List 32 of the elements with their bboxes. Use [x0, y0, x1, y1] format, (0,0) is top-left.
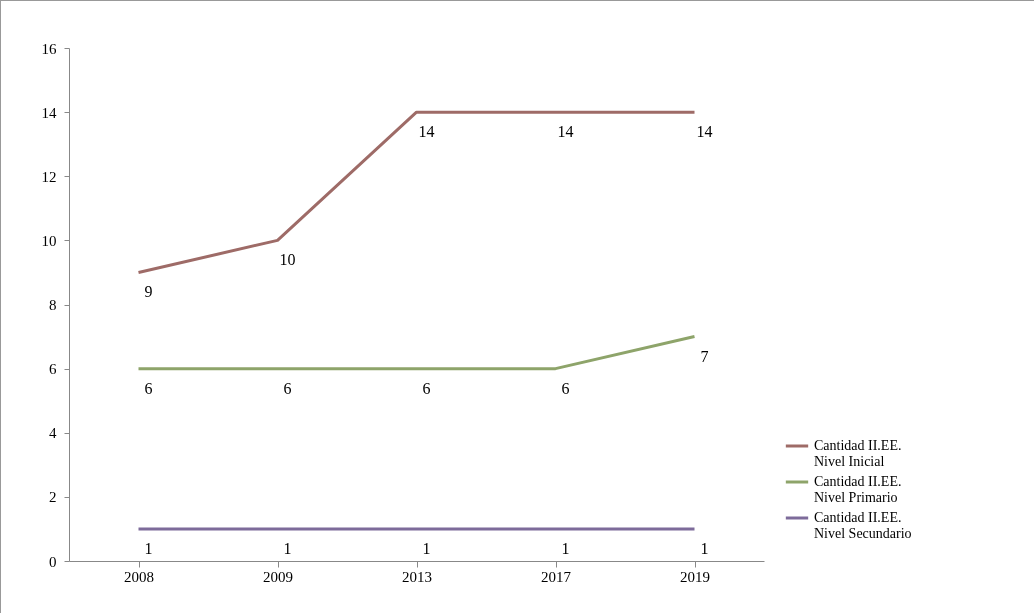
data-label: 14: [418, 123, 435, 141]
y-tick-label: 14: [41, 104, 57, 121]
data-label: 1: [283, 539, 292, 557]
data-label: 6: [422, 379, 431, 397]
y-tick-label: 6: [49, 361, 57, 378]
data-label: 1: [561, 539, 570, 557]
y-tick-label: 2: [49, 489, 57, 506]
data-label: 6: [144, 379, 153, 397]
legend-label: Cantidad II.EE. Nivel Secundario: [814, 510, 912, 541]
x-tick-label: 2019: [680, 568, 710, 585]
y-tick-label: 16: [41, 40, 57, 57]
data-label: 9: [144, 283, 153, 301]
legend-label: Cantidad II.EE. Nivel Primario: [814, 474, 902, 505]
y-tick-label: 8: [49, 297, 57, 313]
data-label: 1: [422, 539, 431, 557]
y-tick-label: 10: [41, 232, 57, 249]
data-label: 6: [283, 379, 292, 397]
x-tick-label: 2017: [541, 568, 572, 585]
y-tick-label: 12: [41, 168, 57, 185]
data-label: 1: [144, 539, 153, 557]
data-label: 7: [700, 347, 709, 365]
data-label: 14: [557, 123, 574, 141]
data-label: 6: [561, 379, 570, 397]
x-tick-label: 2013: [402, 568, 432, 585]
data-label: 10: [279, 251, 296, 269]
x-tick-label: 2008: [124, 568, 154, 585]
data-label: 14: [696, 123, 713, 141]
y-tick-label: 0: [49, 553, 57, 570]
legend-label: Cantidad II.EE. Nivel Inicial: [814, 438, 902, 469]
x-tick-label: 2009: [263, 568, 293, 585]
y-tick-label: 4: [49, 425, 57, 442]
data-label: 1: [700, 539, 709, 557]
